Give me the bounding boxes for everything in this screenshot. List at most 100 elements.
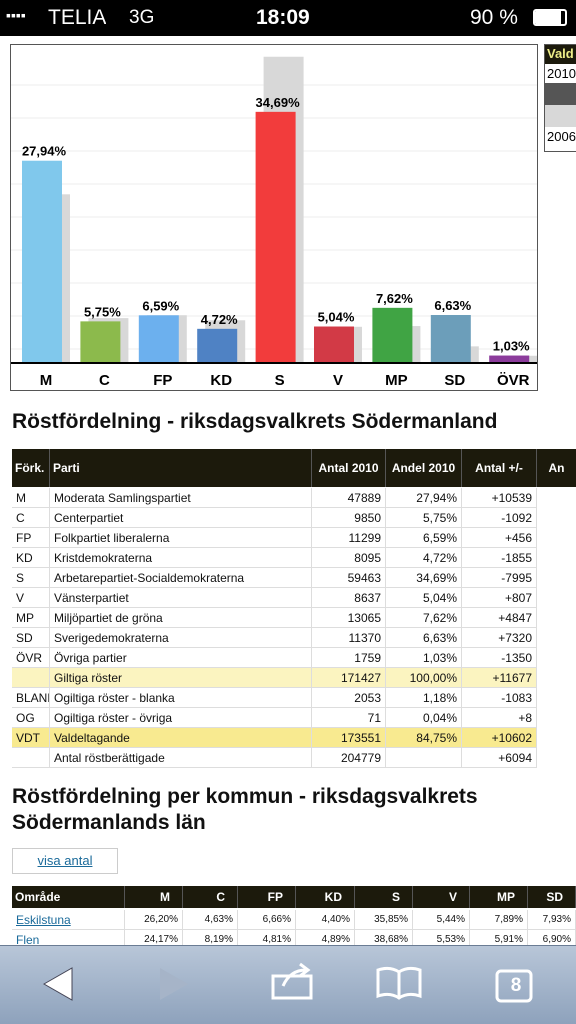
table-cell: 173551 xyxy=(312,728,386,748)
back-button[interactable] xyxy=(42,967,73,1001)
table-cell: 47889 xyxy=(312,488,386,508)
category-label: FP xyxy=(153,372,172,389)
bar xyxy=(314,326,354,363)
forward-button[interactable] xyxy=(160,968,188,1000)
bar xyxy=(80,321,121,363)
table-cell: 26,20% xyxy=(125,910,183,930)
table-cell: 171427 xyxy=(312,668,386,688)
table-cell: 8,19% xyxy=(183,930,238,946)
table-cell: 11299 xyxy=(312,528,386,548)
column-header: Område xyxy=(12,886,125,908)
table-cell: 71 xyxy=(312,708,386,728)
table-cell: +8 xyxy=(462,708,537,728)
table-cell xyxy=(386,748,462,768)
table-cell: 8637 xyxy=(312,588,386,608)
table-cell: Övriga partier xyxy=(50,648,312,668)
table-cell: +807 xyxy=(462,588,537,608)
network: 3G xyxy=(129,7,155,28)
column-header: Förk. xyxy=(12,449,50,487)
table-cell: Miljöpartiet de gröna xyxy=(50,608,312,628)
table-cell: FP xyxy=(12,528,50,548)
table-cell: +4847 xyxy=(462,608,537,628)
category-label: SD xyxy=(444,372,465,389)
category-label: MP xyxy=(385,372,408,389)
table-cell: 7,62% xyxy=(386,608,462,628)
table-cell: 7,93% xyxy=(528,910,576,930)
category-label: KD xyxy=(210,372,232,389)
table-cell: +6094 xyxy=(462,748,537,768)
table-cell: V xyxy=(12,588,50,608)
table-cell: 2053 xyxy=(312,688,386,708)
table-cell: -7995 xyxy=(462,568,537,588)
table-cell: 35,85% xyxy=(355,910,413,930)
table-cell: Valdeltagande xyxy=(50,728,312,748)
tabs-button[interactable] xyxy=(495,969,533,1003)
table-cell: 4,63% xyxy=(183,910,238,930)
value-label: 34,69% xyxy=(256,95,301,110)
table-cell: +456 xyxy=(462,528,537,548)
category-label: V xyxy=(333,372,343,389)
table-cell: 8095 xyxy=(312,548,386,568)
table-cell: -1092 xyxy=(462,508,537,528)
table-cell: Ogiltiga röster - blanka xyxy=(50,688,312,708)
table-cell: 6,59% xyxy=(386,528,462,548)
column-header: V xyxy=(413,886,470,908)
table-cell: +7320 xyxy=(462,628,537,648)
tab-count: 8 xyxy=(510,975,522,996)
table-cell: S xyxy=(12,568,50,588)
value-label: 7,62% xyxy=(376,291,413,306)
column-header: Parti xyxy=(50,449,312,487)
bar xyxy=(372,307,413,363)
toolbar-icons xyxy=(42,962,533,1003)
table-cell: 6,63% xyxy=(386,628,462,648)
table-cell: 7,89% xyxy=(470,910,528,930)
column-header: MP xyxy=(470,886,528,908)
table-cell: Arbetarepartiet-Socialdemokraterna xyxy=(50,568,312,588)
battery-icon xyxy=(533,9,567,26)
column-header: M xyxy=(125,886,183,908)
table-cell: 9850 xyxy=(312,508,386,528)
chart-svg: 27,94% M 5,75% C 6,59% FP 4,72% KD 34,69% S 5,04% V… xyxy=(11,56,537,389)
table-cell: KD xyxy=(12,548,50,568)
table-cell: Kristdemokraterna xyxy=(50,548,312,568)
table-cell: 4,40% xyxy=(296,910,355,930)
bar xyxy=(430,314,471,363)
table-cell[interactable]: Eskilstuna xyxy=(12,910,125,930)
value-label: 6,63% xyxy=(434,298,471,313)
table-cell: 4,81% xyxy=(238,930,296,946)
value-label: 27,94% xyxy=(22,144,67,159)
column-header: FP xyxy=(238,886,296,908)
bar xyxy=(489,355,530,363)
table-cell: 204779 xyxy=(312,748,386,768)
share-button[interactable] xyxy=(271,962,313,1000)
time: 18:09 xyxy=(256,6,310,29)
table-cell: 24,17% xyxy=(125,930,183,946)
table-cell: M xyxy=(12,488,50,508)
bar xyxy=(255,111,296,364)
table-cell: 1759 xyxy=(312,648,386,668)
chart: 27,94% M 5,75% C 6,59% FP 4,72% KD 34,69% S 5,04% V… xyxy=(10,44,538,391)
table-cell: 34,69% xyxy=(386,568,462,588)
table-cell[interactable]: Flen xyxy=(12,930,125,946)
value-label: 5,75% xyxy=(84,304,121,319)
table-cell: Folkpartiet liberalerna xyxy=(50,528,312,548)
category-label: M xyxy=(40,372,53,389)
value-label: 5,04% xyxy=(318,310,355,325)
column-header: C xyxy=(183,886,238,908)
bookmarks-button[interactable] xyxy=(376,966,422,1000)
table-cell: 84,75% xyxy=(386,728,462,748)
legend-swatch xyxy=(545,83,576,105)
bar xyxy=(22,160,62,363)
table-cell: +10602 xyxy=(462,728,537,748)
table-cell: BLANK xyxy=(12,688,50,708)
table-cell: 5,91% xyxy=(470,930,528,946)
table-cell: SD xyxy=(12,628,50,648)
column-header: Antal 2010 xyxy=(312,449,386,487)
column-header: Antal +/- xyxy=(462,449,537,487)
table-cell: 4,89% xyxy=(296,930,355,946)
table-cell: 0,04% xyxy=(386,708,462,728)
table-cell: Centerpartiet xyxy=(50,508,312,528)
table-cell: -1855 xyxy=(462,548,537,568)
button[interactable]: visa antal xyxy=(12,848,118,874)
table-cell: 59463 xyxy=(312,568,386,588)
